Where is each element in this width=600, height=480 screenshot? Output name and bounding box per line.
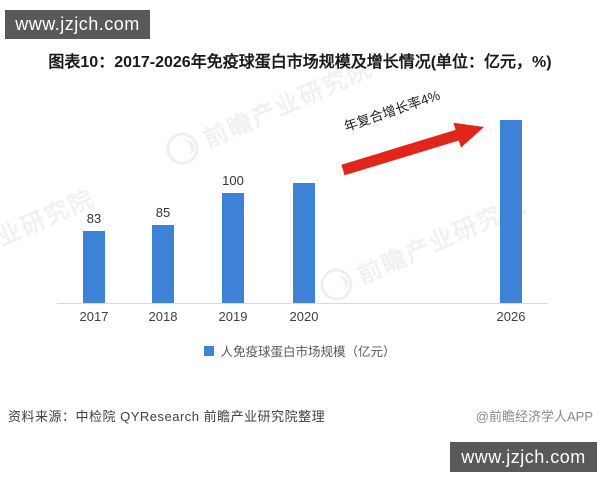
chart-title: 图表10：2017-2026年免疫球蛋白市场规模及增长情况(单位：亿元，%) [48,54,552,71]
bar-value-label-2017: 83 [86,211,102,226]
legend-label: 人免疫球蛋白市场规模（亿元） [220,345,396,359]
site-url-text: www.jzjch.com [15,14,140,34]
data-source-text: 资料来源：中检院 QYResearch 前瞻产业研究院整理 [8,409,326,424]
bar-2017 [83,231,105,303]
x-tick-2026: 2026 [496,309,526,324]
legend-swatch [204,345,215,356]
bar-2019 [222,193,244,303]
x-axis-line [57,303,548,304]
bar-value-label-2019: 100 [222,173,244,188]
x-tick-2019: 2019 [218,309,248,324]
bar-2026 [500,120,522,303]
x-tick-2020: 2020 [289,309,319,324]
site-url-badge-top: www.jzjch.com [5,10,150,39]
x-tick-2017: 2017 [79,309,109,324]
site-url-text: www.jzjch.com [461,446,586,467]
site-url-badge-bottom: www.jzjch.com [450,442,597,472]
x-tick-2018: 2018 [148,309,178,324]
legend: 人免疫球蛋白市场规模（亿元） [0,341,600,360]
bar-2020 [293,183,315,303]
bar-2018 [152,225,174,303]
bar-value-label-2018: 85 [155,205,171,220]
attribution-text: @前瞻经济学人APP [475,409,593,424]
